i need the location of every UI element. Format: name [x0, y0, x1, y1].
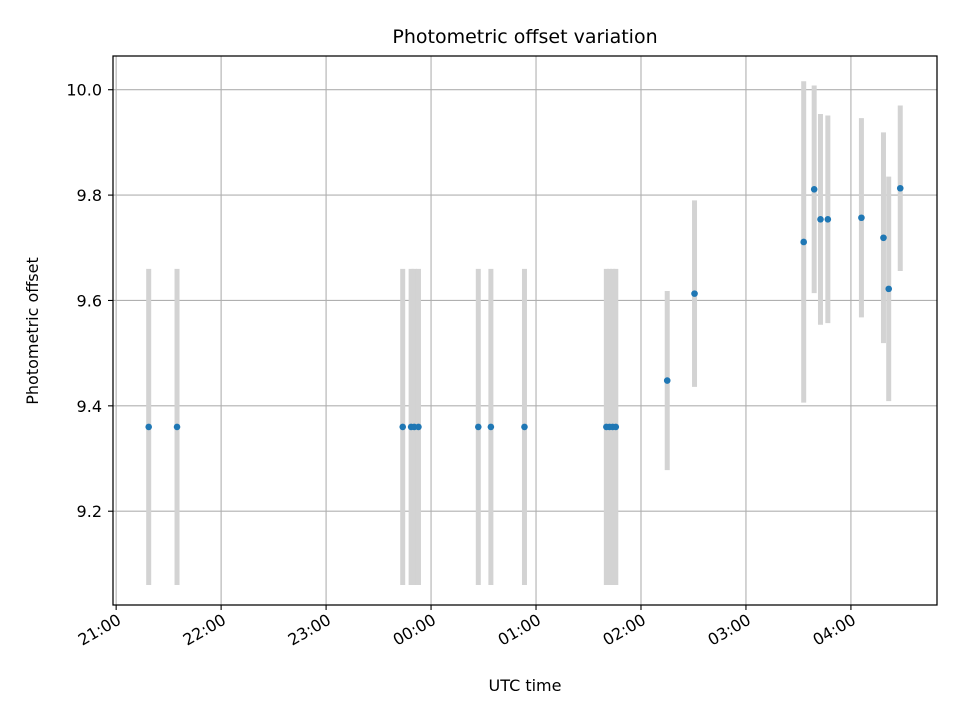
y-tick-label: 9.2	[77, 502, 102, 521]
data-point	[612, 423, 620, 431]
y-tick-label: 9.8	[77, 186, 102, 205]
data-point	[173, 423, 181, 431]
plot-frame	[112, 55, 938, 606]
data-point	[885, 285, 893, 293]
chart-title: Photometric offset variation	[392, 26, 657, 48]
y-tick-label: 9.6	[77, 291, 102, 310]
y-tick-label: 9.4	[77, 397, 102, 416]
data-point	[824, 216, 832, 223]
y-axis-ticks: 9.2 9.4 9.6 9.8 10.0	[66, 81, 113, 521]
x-axis-label: UTC time	[489, 676, 562, 695]
data-point	[521, 423, 528, 431]
data-point	[474, 423, 482, 431]
data-point	[691, 290, 698, 297]
data-point	[810, 185, 818, 193]
data-point	[800, 238, 807, 246]
y-axis-label: Photometric offset	[23, 257, 42, 405]
data-points	[145, 184, 904, 431]
data-point	[399, 423, 407, 431]
data-point	[145, 423, 152, 431]
data-point	[487, 423, 495, 431]
data-point	[880, 234, 887, 242]
data-point	[896, 184, 904, 192]
data-point	[415, 423, 422, 431]
y-tick-label: 10.0	[66, 81, 102, 100]
data-point	[858, 214, 865, 222]
data-point	[663, 377, 671, 384]
data-point	[817, 216, 824, 223]
